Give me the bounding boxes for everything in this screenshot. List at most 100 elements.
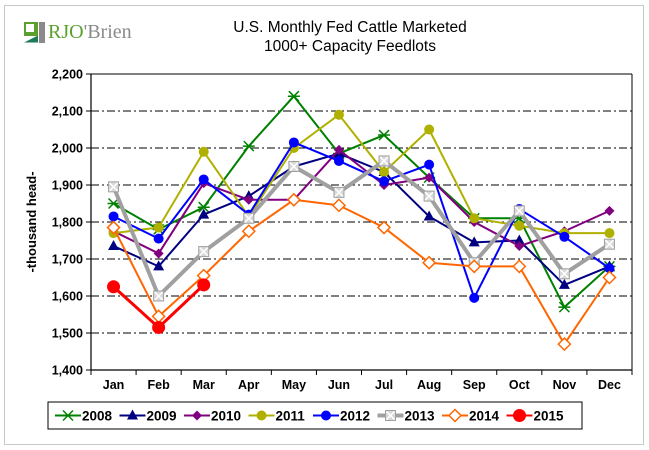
point-2011-Feb: [153, 222, 164, 233]
legend-item-2013: 2013: [377, 409, 436, 424]
point-2014-Jan: [106, 220, 121, 235]
series-2008: [107, 90, 616, 313]
point-2012-Feb: [153, 233, 164, 244]
point-2012-Nov: [559, 231, 570, 242]
point-2008-Apr: [242, 140, 255, 152]
legend-item-2011: 2011: [248, 409, 306, 424]
y-axis-ticks: 1,400 1,500 1,600 1,700 1,800 1,900 2,000 2,100…: [52, 68, 91, 378]
point-2009-Mar: [198, 208, 210, 219]
point-2012-Dec: [604, 263, 615, 274]
series-2009: [108, 147, 615, 289]
line-2009: [113, 152, 610, 286]
point-2009-Nov: [558, 278, 570, 289]
legend-marker: [321, 410, 331, 421]
legend-marker: [385, 410, 396, 421]
point-2014-Jul: [376, 220, 392, 235]
point-2012-May: [288, 137, 299, 148]
point-2009-Oct: [513, 234, 525, 245]
chart-title-block: U.S. Monthly Fed Cattle Marketed 1000+ C…: [200, 18, 500, 56]
point-2012-Jul: [379, 176, 390, 187]
point-2014-Dec: [602, 270, 617, 285]
x-tick-label: Feb: [148, 378, 171, 392]
legend-marker: [192, 410, 202, 421]
point-2009-Aug: [423, 210, 435, 221]
legend-item-2009: 2009: [119, 409, 177, 424]
point-2015-Feb: [152, 320, 166, 334]
x-tick-label: Nov: [553, 378, 577, 392]
x-axis-ticks: Jan Feb Mar Apr May Jun Jul Aug Sep Oct Nov Dec: [90, 370, 633, 392]
point-2008-Nov: [558, 301, 571, 313]
point-2013-Jul: [378, 155, 390, 167]
point-2009-Sep: [468, 236, 480, 247]
point-2012-Aug: [424, 159, 435, 170]
point-2011-Aug: [424, 124, 435, 135]
point-2013-Oct: [513, 205, 525, 217]
logo-mark-icon: [24, 21, 45, 43]
x-tick-label: Oct: [509, 378, 531, 392]
point-2011-Oct: [514, 220, 525, 231]
y-tick-label: 1,700: [52, 253, 83, 267]
series-2014: [106, 192, 617, 352]
point-2008-Jan: [107, 197, 120, 210]
point-2012-Sep: [469, 292, 480, 303]
legend-item-2015: 2015: [506, 409, 564, 424]
point-2008-Jul: [378, 129, 391, 141]
x-tick-label: May: [282, 378, 306, 392]
y-tick-label: 1,800: [52, 216, 83, 230]
line-2013: [111, 158, 611, 298]
point-2011-Mar: [198, 146, 209, 157]
series-2013: [108, 155, 615, 302]
rjobrien-logo: RJO'Brien: [24, 20, 132, 44]
legend-marker: [513, 409, 526, 422]
point-2010-Dec: [604, 205, 615, 216]
legend-item-2010: 2010: [184, 409, 241, 424]
line-2012: [113, 141, 611, 299]
point-2014-Apr: [241, 224, 256, 239]
point-2010-Oct: [514, 241, 525, 252]
x-tick-label: Mar: [193, 378, 215, 392]
legend-label: 2014: [469, 409, 500, 424]
y-tick-label: 1,500: [52, 327, 83, 341]
line-2014: [112, 198, 611, 346]
logo-rjo: RJO: [48, 20, 84, 43]
line-2011: [113, 113, 610, 235]
point-2014-Oct: [512, 259, 527, 274]
legend-label: 2010: [211, 409, 241, 424]
point-2011-Jul: [379, 167, 390, 178]
legend-label: 2008: [82, 409, 113, 424]
point-2014-Nov: [557, 337, 572, 352]
legend-label: 2013: [405, 409, 436, 424]
legend-item-2014: 2014: [442, 408, 500, 424]
legend-marker: [447, 408, 463, 423]
point-2013-Jun: [333, 186, 345, 198]
series-2011: [108, 109, 615, 239]
point-2014-Sep: [467, 259, 482, 274]
point-2013-Mar: [198, 246, 210, 258]
point-2009-Feb: [153, 260, 165, 271]
point-2010-Jun: [333, 144, 344, 155]
series-2015: [107, 278, 211, 334]
legend-item-2008: 2008: [55, 409, 113, 424]
y-axis-label: -thousand head-: [24, 171, 39, 272]
legend-label: 2009: [147, 409, 177, 424]
point-2013-Aug: [423, 190, 435, 202]
point-2012-Jun: [333, 155, 344, 166]
point-2010-Apr: [243, 194, 254, 205]
legend-marker: [127, 409, 138, 420]
point-2011-Jun: [333, 109, 344, 120]
legend-item-2012: 2012: [313, 409, 370, 424]
point-2013-May: [288, 161, 300, 172]
point-2013-Dec: [603, 238, 615, 250]
x-tick-label: Sep: [463, 378, 486, 392]
legend-label: 2011: [276, 409, 306, 424]
point-2013-Feb: [153, 290, 165, 302]
y-tick-label: 2,100: [52, 105, 83, 119]
legend-marker: [62, 409, 74, 422]
point-2011-Dec: [604, 228, 615, 239]
point-2014-Aug: [422, 255, 437, 270]
point-2015-Jan: [107, 280, 121, 294]
point-2015-Mar: [197, 278, 211, 292]
y-tick-label: 1,400: [52, 364, 83, 378]
point-2010-Feb: [153, 248, 164, 259]
